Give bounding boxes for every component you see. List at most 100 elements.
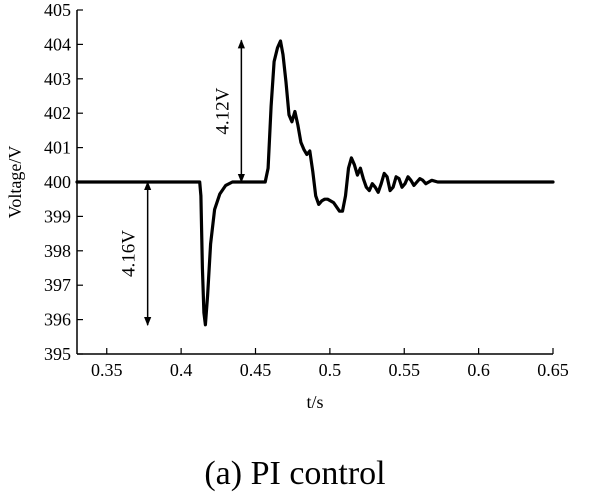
annotation-label-2: 4.16V <box>119 230 140 277</box>
data-point <box>353 164 356 166</box>
data-point <box>407 176 409 178</box>
data-point <box>389 189 391 192</box>
y-tick-label: 395 <box>44 344 71 364</box>
x-tick-label: 0.45 <box>240 360 272 380</box>
data-point <box>285 81 287 83</box>
data-point <box>338 210 341 212</box>
y-tick-label: 405 <box>44 0 71 20</box>
data-point <box>282 53 284 56</box>
data-point <box>320 200 323 202</box>
annotations: 4.12V 4.16V <box>119 39 245 327</box>
data-point <box>347 167 350 169</box>
data-point <box>356 174 359 176</box>
data-point <box>203 311 205 314</box>
data-point <box>209 243 212 245</box>
data-point <box>273 60 275 63</box>
data-point <box>401 186 403 188</box>
data-point <box>362 177 365 180</box>
figure-caption: (a) PI control <box>204 455 386 492</box>
data-point <box>332 201 335 204</box>
axis-labels: t/s Voltage/V <box>5 146 324 412</box>
data-point <box>200 195 202 197</box>
data-point <box>359 167 362 169</box>
data-point <box>279 40 282 42</box>
data-point <box>386 176 388 178</box>
data-point <box>306 153 308 156</box>
data-point <box>239 181 242 183</box>
data-point <box>326 198 329 200</box>
y-tick-label: 399 <box>44 206 71 226</box>
data-point <box>419 177 421 180</box>
data-point <box>416 181 418 183</box>
data-point <box>120 181 123 183</box>
series-group <box>75 39 555 327</box>
annotation-label-1: 4.12V <box>212 87 233 134</box>
data-point <box>383 172 386 175</box>
data-point <box>294 110 296 113</box>
data-point <box>410 179 412 182</box>
data-point <box>462 181 465 183</box>
y-tick-label: 403 <box>44 69 71 89</box>
data-point <box>267 167 269 169</box>
data-point <box>422 179 424 182</box>
data-point <box>374 186 377 188</box>
data-point <box>428 181 430 183</box>
x-tick-label: 0.5 <box>319 360 342 380</box>
y-tick-label: 400 <box>44 172 71 192</box>
y-tick-label: 397 <box>44 275 71 295</box>
data-point <box>180 181 182 183</box>
x-tick-label: 0.35 <box>91 360 123 380</box>
data-point <box>309 150 311 152</box>
data-point <box>300 141 302 144</box>
data-point <box>371 182 374 185</box>
x-tick-label: 0.6 <box>467 360 490 380</box>
data-point <box>213 208 216 211</box>
data-point <box>398 177 400 180</box>
data-point <box>323 198 326 200</box>
data-point <box>201 267 204 269</box>
data-point <box>224 184 227 187</box>
x-axis-title: t/s <box>306 392 323 412</box>
data-point <box>204 324 207 326</box>
y-tick-label: 404 <box>44 34 71 54</box>
data-point <box>404 182 406 185</box>
x-tick-label: 0.65 <box>537 360 569 380</box>
data-point <box>507 181 510 183</box>
y-tick-label: 396 <box>44 310 71 330</box>
y-tick-label: 401 <box>44 138 71 158</box>
data-point <box>344 195 347 197</box>
data-point <box>76 181 78 183</box>
data-point <box>413 184 415 187</box>
data-point <box>448 181 450 183</box>
data-point <box>297 124 299 126</box>
data-point <box>341 210 344 212</box>
data-point <box>252 181 255 183</box>
data-point <box>303 148 305 151</box>
data-point <box>392 186 394 188</box>
data-point <box>477 181 480 183</box>
data-point <box>206 294 209 297</box>
data-point <box>276 47 279 49</box>
voltage-chart: 395 396 397 398 399 400 401 402 403 404 405 0.35 0.4… <box>5 0 569 412</box>
data-point <box>552 181 554 183</box>
ticks: 395 396 397 398 399 400 401 402 403 404 405 0.35 0.4… <box>44 0 569 380</box>
y-axis-title: Voltage/V <box>5 146 25 219</box>
data-point <box>158 181 160 183</box>
data-point <box>436 181 439 183</box>
data-point <box>377 191 380 194</box>
x-tick-label: 0.4 <box>170 360 193 380</box>
data-point <box>317 203 320 206</box>
data-point <box>198 181 201 183</box>
data-point <box>425 182 427 185</box>
data-point <box>231 181 234 183</box>
data-point <box>264 181 267 183</box>
data-point <box>291 121 293 123</box>
data-point <box>431 179 433 182</box>
data-point <box>288 114 290 116</box>
data-point <box>312 170 314 173</box>
data-point <box>395 176 397 178</box>
data-point <box>270 105 272 108</box>
data-point <box>442 181 445 183</box>
y-tick-label: 398 <box>44 241 71 261</box>
x-tick-label: 0.55 <box>389 360 421 380</box>
